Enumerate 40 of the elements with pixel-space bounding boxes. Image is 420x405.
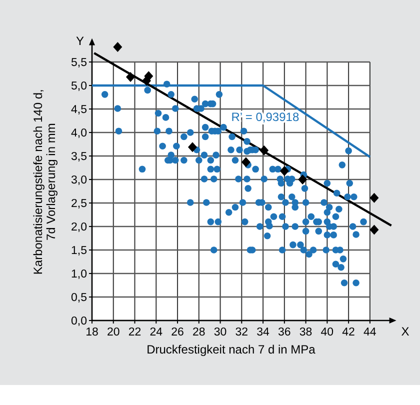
point (113, 42, 122, 52)
point (144, 71, 154, 82)
x-tick-label: 30 (214, 326, 227, 338)
point (298, 174, 308, 184)
y-tick-label: 1,0 (71, 268, 87, 280)
x-tick-label: 20 (106, 326, 120, 338)
y-tick-label: 0,0 (71, 316, 87, 328)
x-tick-label: 26 (171, 326, 184, 338)
point (241, 157, 250, 168)
y-tick-label: 0,5 (71, 292, 87, 304)
x-tick-label: 32 (235, 326, 248, 338)
y-tick-label: 4,0 (71, 128, 87, 140)
text: X (401, 324, 410, 338)
x-tick-label: 38 (299, 326, 312, 338)
y-tick-label: 4,5 (71, 104, 87, 116)
x-tick-label: 44 (364, 326, 377, 338)
y-tick-label: 1,5 (71, 245, 87, 257)
y-tick-label: 3,0 (71, 174, 87, 186)
text: Y (76, 34, 84, 48)
y-tick-label: 5,5 (71, 57, 87, 69)
point (260, 145, 269, 156)
point (370, 224, 379, 235)
x-tick-label: 28 (192, 326, 206, 338)
x-tick-label: 24 (150, 326, 164, 338)
y-tick-label: 2,5 (71, 198, 87, 210)
x-tick-label: 42 (342, 326, 355, 338)
point (188, 142, 197, 152)
point (280, 166, 289, 176)
y-axis-title: Karbonatisierungstiefe nach 140 d, 7d Vorlagerung in mm (31, 89, 58, 275)
y-tick-label: 3,5 (71, 151, 87, 163)
x-tick-label: 34 (256, 326, 270, 338)
x-tick-label: 18 (86, 326, 98, 338)
y-tick-label: 2,0 (71, 222, 87, 234)
y-tick-label: 5,0 (71, 80, 87, 92)
x-tick-label: 22 (128, 326, 142, 338)
point (126, 72, 135, 82)
point (370, 192, 379, 203)
x-tick-label: 40 (320, 326, 334, 338)
x-axis-title: Druckfestigkeit nach 7 d in MPa (146, 342, 316, 356)
x-tick-label: 36 (278, 326, 291, 338)
